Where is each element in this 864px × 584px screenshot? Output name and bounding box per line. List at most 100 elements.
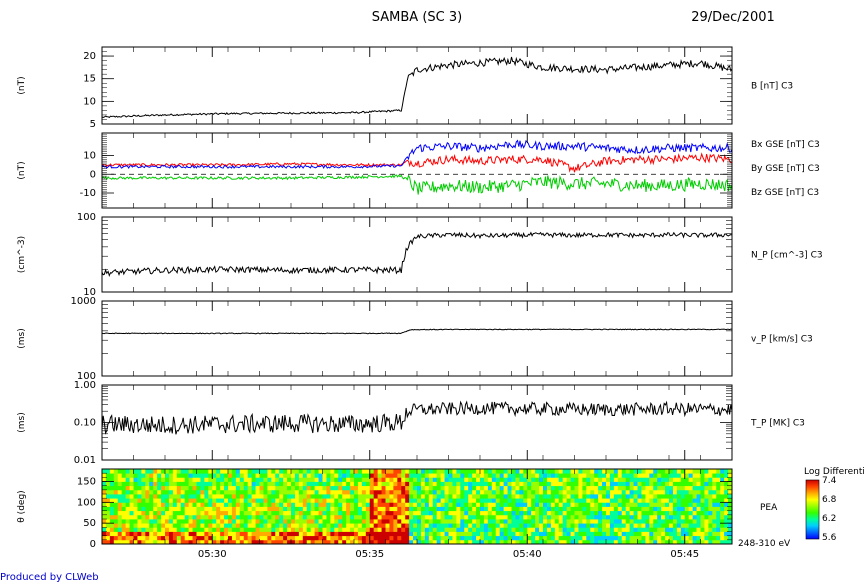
heatmap-cell <box>602 477 607 482</box>
heatmap-cell <box>657 506 662 512</box>
heatmap-cell <box>676 510 682 516</box>
heatmap-cell <box>389 485 394 491</box>
heatmap-cell <box>212 531 217 537</box>
heatmap-cell <box>228 473 233 478</box>
heatmap-cell <box>176 506 182 512</box>
heatmap-cell <box>712 506 717 512</box>
heatmap-cell <box>483 481 489 487</box>
heatmap-cell <box>590 539 595 545</box>
heatmap-cell <box>365 535 371 541</box>
heatmap-cell <box>283 535 288 541</box>
heatmap-cell <box>602 523 607 528</box>
heatmap-cell <box>625 535 631 541</box>
heatmap-cell <box>196 477 201 482</box>
heatmap-cell <box>165 519 170 524</box>
heatmap-cell <box>212 477 217 482</box>
heatmap-cell <box>468 489 473 495</box>
heatmap-cell <box>385 514 390 520</box>
heatmap-cell <box>354 489 359 495</box>
heatmap-cell <box>531 473 536 478</box>
heatmap-cell <box>511 477 516 482</box>
heatmap-cell <box>519 477 524 482</box>
heatmap-cell <box>515 535 520 541</box>
heatmap-cell <box>472 527 477 532</box>
heatmap-cell <box>621 502 627 507</box>
heatmap-cell <box>653 514 658 520</box>
heatmap-cell <box>464 514 469 520</box>
heatmap-cell <box>554 523 560 528</box>
heatmap-cell <box>621 535 627 541</box>
series-line <box>101 400 733 435</box>
heatmap-cell <box>728 531 733 537</box>
heatmap-cell <box>728 514 733 520</box>
heatmap-cell <box>334 514 339 520</box>
heatmap-cell <box>633 477 638 482</box>
heatmap-cell <box>472 502 477 507</box>
heatmap-cell <box>157 539 162 545</box>
colorbar <box>805 479 820 540</box>
heatmap-cell <box>102 535 107 541</box>
heatmap-cell <box>712 502 717 507</box>
heatmap-cell <box>196 494 201 499</box>
heatmap-cell <box>672 485 678 491</box>
heatmap-cell <box>338 535 343 541</box>
heatmap-cell <box>440 494 445 499</box>
heatmap-cell <box>696 535 701 541</box>
heatmap-cell <box>511 489 516 495</box>
heatmap-cell <box>523 523 528 528</box>
heatmap-cell <box>102 527 107 532</box>
heatmap-cell <box>275 473 280 478</box>
heatmap-cell <box>224 531 229 537</box>
heatmap-cell <box>381 489 386 495</box>
panel-1-ylabel: (nT) <box>17 76 27 94</box>
heatmap-cell <box>393 519 398 524</box>
heatmap-cell <box>228 485 233 491</box>
heatmap-cell <box>377 473 382 478</box>
heatmap-cell <box>133 494 138 499</box>
heatmap-cell <box>381 514 386 520</box>
heatmap-cell <box>432 523 438 528</box>
heatmap-cell <box>464 535 469 541</box>
heatmap-cell <box>728 535 733 541</box>
heatmap-cell <box>157 535 162 541</box>
heatmap-cell <box>204 539 209 545</box>
heatmap-cell <box>306 485 312 491</box>
heatmap-cell <box>188 481 193 487</box>
heatmap-cell <box>338 502 343 507</box>
heatmap-cell <box>389 469 394 474</box>
heatmap-cell <box>161 531 166 537</box>
heatmap-cell <box>586 502 591 507</box>
heatmap-cell <box>346 510 351 516</box>
heatmap-cell <box>480 523 485 528</box>
heatmap-cell <box>420 498 426 503</box>
heatmap-cell <box>637 531 642 537</box>
heatmap-cell <box>503 502 508 507</box>
heatmap-cell <box>318 510 323 516</box>
heatmap-cell <box>468 539 473 545</box>
heatmap-cell <box>527 473 532 478</box>
heatmap-cell <box>582 477 587 482</box>
heatmap-cell <box>239 502 245 507</box>
heatmap-cell <box>629 531 634 537</box>
heatmap-cell <box>298 494 304 499</box>
heatmap-cell <box>361 481 367 487</box>
heatmap-cell <box>291 539 296 545</box>
heatmap-cell <box>594 469 599 474</box>
heatmap-cell <box>424 527 430 532</box>
heatmap-cell <box>543 531 548 537</box>
heatmap-cell <box>657 489 662 495</box>
heatmap-cell <box>574 523 579 528</box>
heatmap-cell <box>428 494 434 499</box>
heatmap-cell <box>302 485 308 491</box>
heatmap-cell <box>491 531 497 537</box>
heatmap-cell <box>228 489 233 495</box>
heatmap-cell <box>586 498 591 503</box>
heatmap-cell <box>247 469 253 474</box>
heatmap-cell <box>172 514 178 520</box>
heatmap-cell <box>617 498 623 503</box>
heatmap-cell <box>141 531 146 537</box>
heatmap-cell <box>684 489 690 495</box>
heatmap-cell <box>314 539 319 545</box>
heatmap-cell <box>417 527 422 532</box>
